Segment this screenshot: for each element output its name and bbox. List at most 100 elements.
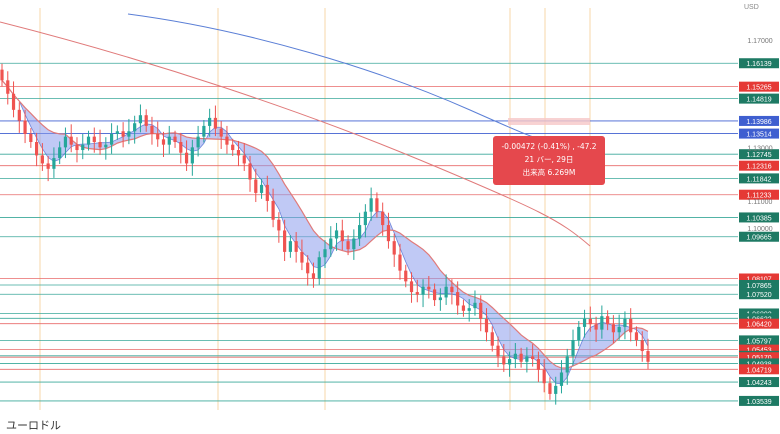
price-label-6: 1.12316: [746, 164, 771, 171]
tooltip-line-3: 出来高 6.269M: [523, 167, 576, 177]
price-label-bg-4: [739, 128, 779, 139]
price-label-22: 1.04719: [746, 367, 771, 374]
price-label-12: 1.07865: [746, 283, 771, 290]
price-label-bg-0: [739, 58, 779, 69]
candle-body-35: [202, 125, 206, 137]
candle-body-69: [398, 254, 402, 271]
price-label-bg-8: [739, 189, 779, 200]
candle-body-93: [536, 359, 541, 370]
price-label-bg-7: [739, 173, 779, 184]
candle-body-48: [277, 219, 281, 231]
candle-body-13: [75, 144, 79, 151]
price-label-17: 1.05797: [746, 338, 771, 345]
candle-body-22: [127, 131, 131, 137]
price-label-bg-2: [739, 93, 779, 104]
candle-body-2: [11, 93, 16, 110]
candle-body-46: [265, 184, 269, 201]
symbol-caption: ユーロドル: [6, 419, 61, 432]
candle-body-98: [565, 356, 569, 373]
candle-body-106: [611, 324, 615, 333]
price-label-bg-12: [739, 279, 779, 290]
candle-body-88: [507, 359, 512, 365]
candle-body-72: [415, 292, 419, 295]
price-label-4: 1.13514: [746, 132, 771, 139]
candle-body-27: [156, 133, 160, 140]
candle-body-17: [98, 142, 102, 148]
candle-body-12: [69, 136, 73, 145]
candle-body-66: [381, 211, 385, 226]
candle-body-73: [421, 286, 425, 295]
candle-body-30: [173, 136, 177, 142]
long-ma-red: [0, 21, 591, 247]
candle-body-83: [479, 302, 483, 319]
candle-body-99: [571, 340, 575, 357]
price-label-2: 1.14819: [746, 97, 771, 104]
candle-body-104: [600, 316, 604, 330]
candle-body-89: [513, 353, 517, 360]
candle-body-68: [392, 241, 396, 255]
candle-body-107: [617, 326, 621, 333]
candle-body-53: [306, 262, 310, 274]
candle-body-19: [109, 133, 114, 145]
price-axis: 1.16139 1.15265 1.14819 1.13986 1.13514 1.127…: [738, 0, 780, 434]
candle-body-3: [17, 109, 21, 121]
axis-tick-0: 1.17000: [747, 38, 772, 45]
price-label-0: 1.16139: [746, 61, 771, 68]
price-label-bg-11: [739, 273, 779, 284]
candle-body-16: [92, 136, 96, 142]
candle-body-92: [531, 356, 535, 360]
price-label-bg-9: [739, 212, 779, 223]
candle-body-87: [502, 356, 506, 365]
candle-body-45: [259, 184, 264, 193]
candle-body-63: [363, 211, 367, 226]
horizontal-levels: [0, 62, 738, 402]
price-label-bg-15: [739, 313, 779, 324]
axis-tick-3: 1.10000: [747, 226, 772, 233]
price-label-bg-13: [739, 289, 779, 300]
price-label-1: 1.15265: [746, 85, 771, 92]
candle-body-81: [467, 308, 471, 311]
candle-body-8: [46, 163, 50, 169]
candle-body-75: [432, 289, 437, 301]
candle-body-36: [208, 117, 212, 126]
candle-body-49: [283, 230, 287, 252]
candle-body-91: [525, 356, 529, 362]
candle-body-4: [23, 120, 27, 134]
price-label-bg-22: [739, 364, 779, 375]
candle-body-0: [0, 69, 4, 81]
price-label-bg-16: [739, 318, 779, 329]
candle-body-82: [473, 302, 477, 309]
candle-body-1: [6, 80, 10, 94]
candle-body-33: [190, 147, 194, 164]
candle-body-38: [219, 128, 223, 137]
candle-body-7: [40, 155, 44, 164]
axis-currency-label: USD: [744, 4, 759, 11]
candle-body-94: [542, 369, 546, 384]
candle-body-100: [577, 326, 581, 341]
candle-body-23: [133, 123, 137, 132]
price-label-bg-17: [739, 335, 779, 346]
candle-body-64: [369, 198, 373, 212]
candle-body-10: [58, 147, 62, 159]
candle-body-47: [271, 200, 275, 220]
candle-body-62: [358, 225, 362, 239]
price-label-9: 1.10385: [746, 215, 771, 222]
moving-averages: [0, 13, 649, 385]
candle-body-39: [225, 136, 229, 145]
candle-body-103: [594, 324, 598, 330]
candle-body-60: [346, 241, 350, 250]
measure-range: [508, 118, 590, 125]
candle-body-37: [213, 117, 218, 129]
candle-body-44: [254, 179, 258, 193]
candle-body-109: [629, 318, 633, 333]
price-label-7: 1.11842: [747, 176, 772, 183]
price-label-23: 1.04243: [746, 380, 771, 387]
candle-body-105: [606, 316, 610, 325]
price-label-16: 1.06420: [746, 322, 771, 329]
candle-body-6: [35, 142, 39, 156]
ichimoku-cloud: [2, 80, 648, 384]
candle-body-40: [231, 144, 235, 151]
candle-body-84: [484, 318, 489, 333]
